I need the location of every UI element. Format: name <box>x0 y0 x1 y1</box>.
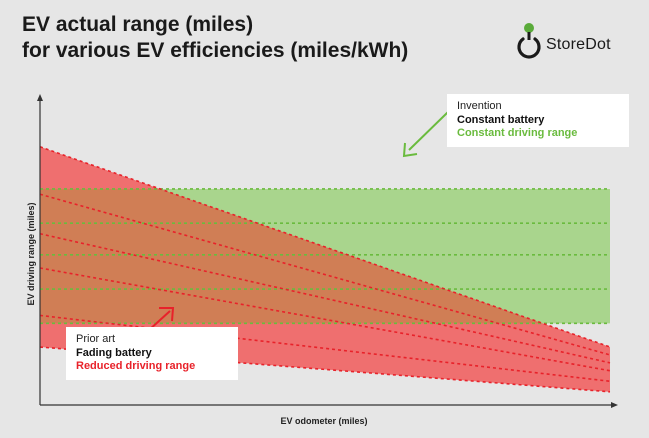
prior-art-label: Prior art <box>76 333 116 345</box>
fading-series-line-6 <box>39 346 611 393</box>
reduced-range-label: Reduced driving range <box>76 360 196 372</box>
invention-arrow-line <box>408 111 449 151</box>
constant-range-label: Constant driving range <box>457 127 578 139</box>
constant-battery-label: Constant battery <box>457 113 545 126</box>
chart-title: EV actual range (miles) for various EV e… <box>22 12 408 64</box>
x-axis-arrowhead <box>611 402 618 408</box>
fading-series-line-1 <box>39 146 611 348</box>
invention-label: Invention <box>457 100 502 112</box>
storedot-brand: StoreDot <box>514 22 634 62</box>
fading-battery-label: Fading battery <box>76 346 152 359</box>
invention-callout: Invention Constant battery Constant driv… <box>447 94 629 147</box>
storedot-logo-icon <box>517 23 541 59</box>
prior-art-arrow-head <box>159 307 175 322</box>
title-line-1: EV actual range (miles) <box>22 13 254 36</box>
fading-series-line-3 <box>39 232 611 364</box>
chart-axes <box>37 94 618 408</box>
y-axis-arrowhead <box>37 94 43 101</box>
brand-name: StoreDot <box>546 36 611 53</box>
title-line-2: for various EV efficiencies (miles/kWh) <box>22 39 409 62</box>
prior-art-callout: Prior art Fading battery Reduced driving… <box>66 327 238 380</box>
fading-series-line-4 <box>39 267 611 372</box>
fading-series-line-2 <box>39 193 611 356</box>
y-axis-label: EV driving range (miles) <box>26 202 36 306</box>
chart-lines <box>39 146 611 393</box>
x-axis-label: EV odometer (miles) <box>280 416 368 426</box>
invention-arrow-head <box>402 142 418 158</box>
